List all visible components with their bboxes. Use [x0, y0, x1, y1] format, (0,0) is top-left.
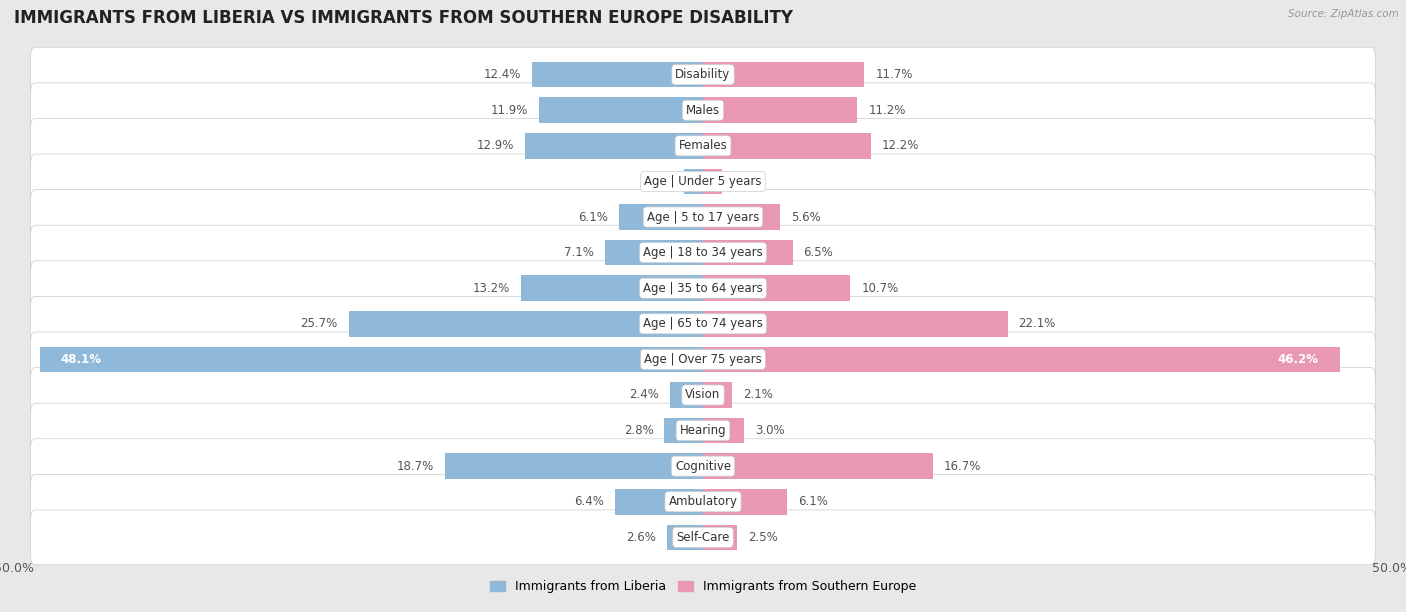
Text: 6.1%: 6.1% [799, 495, 828, 508]
Text: Cognitive: Cognitive [675, 460, 731, 472]
Bar [703, 240, 793, 266]
FancyBboxPatch shape [31, 83, 1375, 138]
Text: 7.1%: 7.1% [564, 246, 595, 259]
FancyBboxPatch shape [31, 296, 1375, 351]
Text: Males: Males [686, 104, 720, 117]
Bar [703, 275, 851, 301]
FancyBboxPatch shape [31, 332, 1375, 387]
FancyBboxPatch shape [31, 368, 1375, 422]
Bar [665, 418, 703, 443]
Bar [446, 453, 703, 479]
Text: 12.4%: 12.4% [484, 68, 522, 81]
Text: 48.1%: 48.1% [60, 353, 101, 366]
Text: Disability: Disability [675, 68, 731, 81]
Text: 46.2%: 46.2% [1278, 353, 1319, 366]
Text: 12.9%: 12.9% [477, 140, 515, 152]
Text: 22.1%: 22.1% [1018, 317, 1056, 330]
Text: Source: ZipAtlas.com: Source: ZipAtlas.com [1288, 9, 1399, 19]
Text: 12.2%: 12.2% [882, 140, 920, 152]
Text: Vision: Vision [685, 389, 721, 401]
Bar [349, 311, 703, 337]
Text: Age | Over 75 years: Age | Over 75 years [644, 353, 762, 366]
Bar [531, 62, 703, 88]
Text: 2.5%: 2.5% [748, 531, 778, 544]
Text: 2.4%: 2.4% [628, 389, 659, 401]
Text: 5.6%: 5.6% [792, 211, 821, 223]
Bar [703, 382, 733, 408]
FancyBboxPatch shape [31, 403, 1375, 458]
FancyBboxPatch shape [31, 225, 1375, 280]
Text: 11.7%: 11.7% [875, 68, 912, 81]
Bar [619, 204, 703, 230]
Text: 13.2%: 13.2% [472, 282, 510, 295]
Bar [614, 489, 703, 515]
Bar [522, 275, 703, 301]
Bar [703, 204, 780, 230]
Text: Hearing: Hearing [679, 424, 727, 437]
Legend: Immigrants from Liberia, Immigrants from Southern Europe: Immigrants from Liberia, Immigrants from… [485, 575, 921, 599]
Bar [703, 97, 858, 123]
Text: Self-Care: Self-Care [676, 531, 730, 544]
Text: Age | 35 to 64 years: Age | 35 to 64 years [643, 282, 763, 295]
Bar [538, 97, 703, 123]
Text: 10.7%: 10.7% [862, 282, 898, 295]
Bar [703, 418, 744, 443]
Bar [669, 382, 703, 408]
Bar [526, 133, 703, 159]
Text: 18.7%: 18.7% [396, 460, 434, 472]
Bar [683, 169, 703, 194]
Text: 3.0%: 3.0% [755, 424, 785, 437]
Text: 2.1%: 2.1% [742, 389, 773, 401]
Bar [41, 346, 703, 372]
Text: 11.2%: 11.2% [869, 104, 905, 117]
Bar [703, 346, 1340, 372]
FancyBboxPatch shape [31, 439, 1375, 493]
Text: Age | 18 to 34 years: Age | 18 to 34 years [643, 246, 763, 259]
Bar [703, 489, 787, 515]
FancyBboxPatch shape [31, 47, 1375, 102]
Text: 1.4%: 1.4% [734, 175, 763, 188]
Text: Age | Under 5 years: Age | Under 5 years [644, 175, 762, 188]
Bar [703, 524, 738, 550]
Text: 1.4%: 1.4% [643, 175, 672, 188]
Text: 11.9%: 11.9% [491, 104, 529, 117]
Text: IMMIGRANTS FROM LIBERIA VS IMMIGRANTS FROM SOUTHERN EUROPE DISABILITY: IMMIGRANTS FROM LIBERIA VS IMMIGRANTS FR… [14, 9, 793, 27]
Text: 6.4%: 6.4% [574, 495, 603, 508]
Bar [703, 169, 723, 194]
Text: Ambulatory: Ambulatory [668, 495, 738, 508]
Text: Age | 65 to 74 years: Age | 65 to 74 years [643, 317, 763, 330]
Bar [668, 524, 703, 550]
FancyBboxPatch shape [31, 474, 1375, 529]
Text: Age | 5 to 17 years: Age | 5 to 17 years [647, 211, 759, 223]
Text: 6.5%: 6.5% [804, 246, 834, 259]
Bar [703, 311, 1008, 337]
FancyBboxPatch shape [31, 510, 1375, 565]
Bar [605, 240, 703, 266]
Bar [703, 453, 934, 479]
Text: 6.1%: 6.1% [578, 211, 607, 223]
Text: 16.7%: 16.7% [945, 460, 981, 472]
Bar [703, 133, 872, 159]
FancyBboxPatch shape [31, 190, 1375, 244]
Text: 25.7%: 25.7% [301, 317, 337, 330]
FancyBboxPatch shape [31, 154, 1375, 209]
Bar [703, 62, 865, 88]
Text: 2.8%: 2.8% [624, 424, 654, 437]
Text: Females: Females [679, 140, 727, 152]
FancyBboxPatch shape [31, 119, 1375, 173]
Text: 2.6%: 2.6% [626, 531, 657, 544]
FancyBboxPatch shape [31, 261, 1375, 316]
